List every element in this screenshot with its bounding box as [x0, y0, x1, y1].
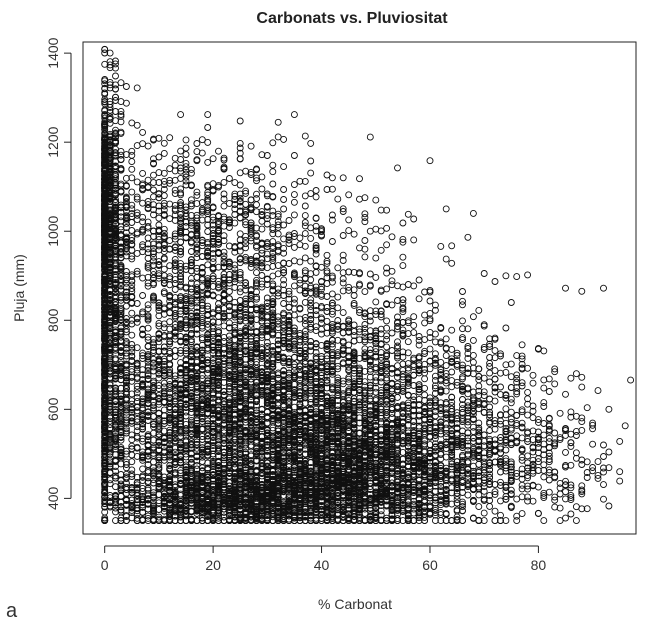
data-point: [101, 49, 109, 57]
data-point: [112, 57, 119, 65]
data-point: [112, 108, 119, 115]
data-point: [101, 121, 109, 129]
data-point: [106, 340, 114, 348]
data-point: [160, 355, 168, 363]
data-point: [101, 96, 109, 103]
data-point: [106, 61, 114, 69]
data-point: [101, 80, 109, 88]
data-point: [187, 416, 195, 424]
data-point: [117, 107, 125, 115]
data-point: [117, 147, 125, 155]
data-point: [117, 165, 125, 173]
data-point: [106, 103, 114, 111]
data-point: [101, 167, 109, 175]
data-point: [112, 97, 119, 104]
data-point: [106, 64, 114, 72]
data-point: [117, 346, 125, 354]
data-point: [101, 196, 109, 204]
data-point: [334, 376, 342, 384]
data-point: [361, 288, 369, 296]
plot-area: [101, 45, 635, 525]
data-point: [101, 76, 109, 83]
data-point: [117, 111, 125, 119]
data-point: [122, 151, 130, 159]
data-point: [112, 508, 119, 516]
data-point: [112, 93, 119, 101]
data-point: [101, 138, 109, 146]
data-point: [101, 90, 109, 98]
data-point: [112, 64, 119, 72]
data-point: [112, 517, 119, 525]
data-point: [101, 46, 109, 54]
data-point: [101, 179, 109, 187]
data-point: [128, 331, 136, 339]
data-point: [106, 144, 114, 152]
data-point: [117, 79, 125, 87]
data-point: [144, 324, 152, 332]
data-point: [106, 193, 114, 201]
data-point: [117, 328, 125, 336]
data-point: [112, 72, 119, 80]
data-point: [106, 167, 114, 175]
data-point: [101, 146, 109, 154]
chart-title: Carbonats vs. Pluviositat: [256, 10, 448, 27]
data-point: [101, 106, 109, 114]
data-point: [106, 81, 114, 89]
data-point: [133, 427, 141, 435]
data-point: [101, 368, 109, 376]
data-point: [101, 162, 109, 170]
data-point: [106, 269, 114, 276]
data-point: [122, 352, 130, 360]
data-point: [101, 143, 109, 151]
data-point: [117, 384, 125, 392]
data-point: [117, 98, 125, 106]
data-point: [101, 129, 109, 137]
data-point: [101, 265, 109, 273]
data-point: [101, 135, 109, 143]
data-point: [101, 126, 109, 134]
data-point: [117, 249, 125, 257]
data-point: [356, 389, 363, 397]
data-point: [144, 477, 152, 485]
data-point: [117, 112, 125, 120]
data-point: [442, 352, 450, 360]
data-point: [106, 349, 114, 357]
data-point: [117, 118, 125, 126]
data-point: [339, 309, 347, 317]
data-point: [128, 470, 136, 478]
